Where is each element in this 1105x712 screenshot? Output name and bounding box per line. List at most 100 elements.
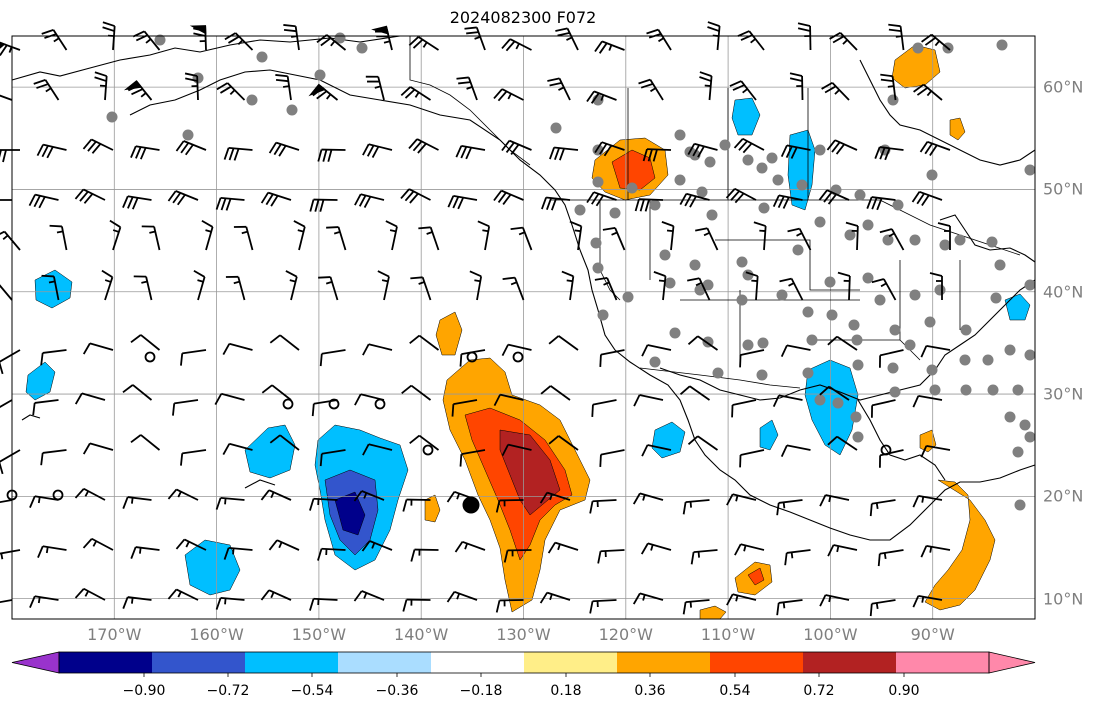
wind-barb: [0, 149, 20, 163]
colorbar-tick-label: 0.90: [888, 683, 920, 699]
wind-barb: [175, 140, 207, 156]
wind-barb: [555, 27, 579, 51]
station-dot: [154, 34, 166, 46]
wind-barb: [503, 549, 532, 563]
station-dot: [844, 229, 856, 241]
wind-barb: [454, 540, 486, 553]
wind-barb: [880, 73, 897, 101]
station-dot: [622, 291, 634, 303]
wind-barb: [122, 496, 152, 509]
wind-barb: [687, 335, 719, 351]
map-title: 2024082300 F072: [449, 8, 597, 27]
wind-barb: [929, 272, 943, 300]
wind-barb: [401, 384, 432, 401]
wind-barb: [632, 492, 664, 505]
wind-barb: [222, 342, 253, 356]
wind-barb: [275, 74, 292, 101]
wind-barb: [222, 442, 253, 456]
wind-barb: [223, 147, 253, 161]
map-frame: [11, 35, 1036, 620]
station-dot: [802, 367, 814, 379]
colorbar-tick-label: −0.54: [290, 683, 334, 699]
wind-barb: [653, 271, 667, 301]
wind-barb: [780, 344, 811, 358]
wind-barb: [260, 489, 292, 501]
coastline: [659, 279, 1036, 401]
negative-anomaly-fill: [759, 419, 779, 451]
positive-anomaly-fill: [919, 429, 937, 453]
station-dot: [712, 367, 724, 379]
wind-barb: [819, 494, 850, 507]
colorbar-extend-min: [11, 651, 60, 674]
wind-barb: [37, 545, 67, 558]
station-dot: [609, 207, 621, 219]
wind-barb: [189, 25, 207, 51]
negative-anomaly-fill: [651, 421, 686, 459]
wind-barb: [215, 597, 245, 610]
colorbar-tick-label: 0.72: [803, 683, 835, 699]
wind-barb: [40, 349, 67, 366]
station-dot: [824, 276, 836, 288]
coastline: [21, 414, 41, 421]
wind-barb: [687, 142, 718, 158]
wind-barb: [82, 442, 114, 455]
wind-barb: [0, 284, 13, 301]
wind-barb: [456, 76, 478, 101]
wind-barb: [879, 228, 905, 251]
station-dot: [756, 369, 768, 381]
wind-barb: [74, 487, 106, 501]
wind-barb: [687, 277, 711, 301]
wind-barb: [642, 148, 672, 162]
colorbar-segment: [710, 652, 804, 673]
wind-barb: [362, 143, 393, 158]
station-dot: [850, 411, 862, 423]
wind-barb: [385, 220, 398, 251]
wind-barb: [632, 592, 664, 605]
station-dot: [736, 294, 748, 306]
wind-barb: [410, 548, 439, 562]
station-dot: [674, 174, 686, 186]
wind-barb: [308, 83, 339, 101]
wind-barb: [225, 275, 246, 301]
station-dot: [887, 94, 899, 106]
station-dot: [246, 94, 258, 106]
wind-barb: [602, 227, 626, 251]
latitude-label: 50°N: [1043, 179, 1084, 199]
negative-anomaly-fill: [334, 491, 366, 536]
colorbar-extend-max: [988, 651, 1036, 674]
wind-barb: [638, 78, 664, 101]
positive-anomaly-fill: [699, 605, 727, 620]
wind-barb: [493, 393, 524, 407]
station-dot: [909, 289, 921, 301]
wind-barb: [41, 274, 60, 301]
station-dot: [334, 32, 346, 44]
wind-barb: [0, 199, 12, 201]
wind-barb: [877, 549, 904, 567]
colorbar-segment: [152, 652, 246, 673]
station-dot: [848, 319, 860, 331]
longitude-label: 110°W: [700, 625, 756, 644]
wind-barb: [418, 226, 440, 251]
latitude-label: 40°N: [1043, 282, 1084, 302]
wind-barb: [819, 385, 850, 401]
wind-barb: [878, 349, 904, 368]
calm-wind-marker: [282, 398, 294, 410]
wind-barb: [464, 26, 486, 51]
station-dot: [649, 199, 661, 211]
wind-barb: [40, 449, 67, 466]
wind-barb: [0, 230, 21, 251]
station-dot: [960, 384, 972, 396]
negative-anomaly-fill: [244, 424, 296, 479]
wind-barb: [493, 88, 524, 102]
colorbar-segment: [245, 652, 339, 673]
wind-barb: [845, 221, 859, 251]
wind-barb: [362, 343, 393, 356]
wind-barb: [661, 221, 675, 251]
wind-barb: [477, 220, 491, 251]
wind-barb: [309, 597, 338, 611]
colorbar-segment: [59, 652, 153, 673]
wind-barb: [640, 542, 672, 555]
wind-barb: [679, 192, 710, 208]
wind-barb: [317, 547, 346, 561]
station-dot: [887, 362, 899, 374]
